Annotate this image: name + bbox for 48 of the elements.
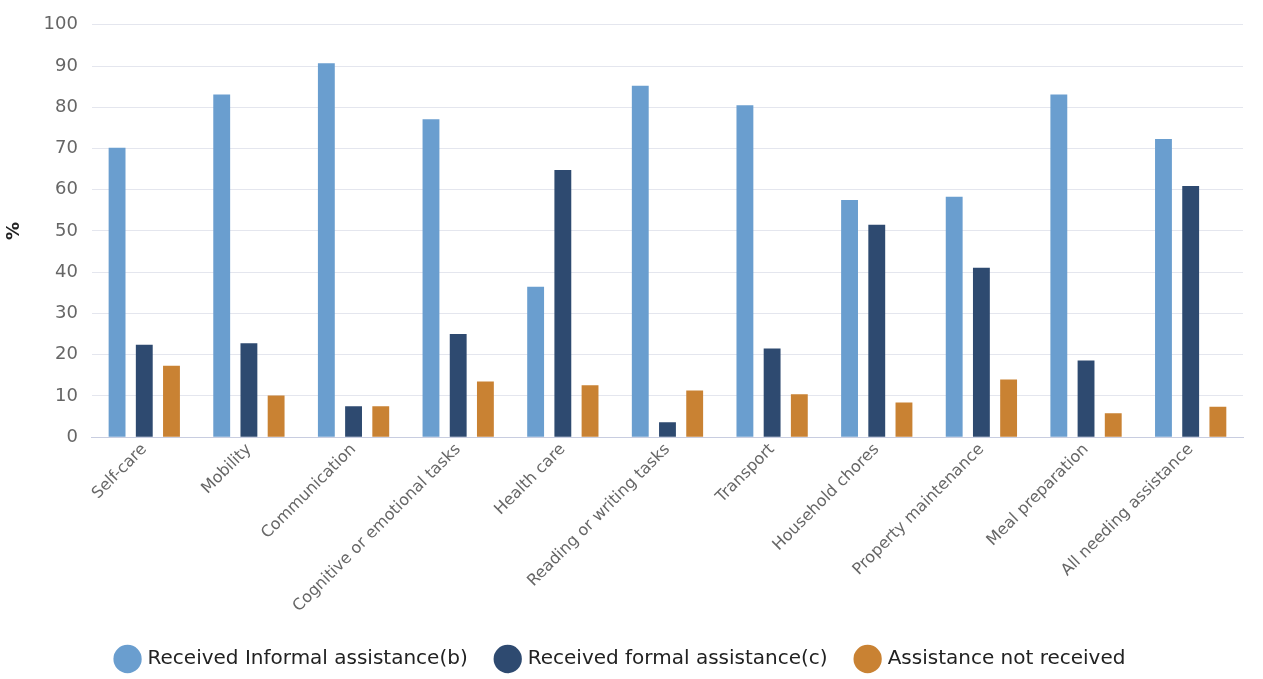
y-tick-label: 80	[55, 94, 78, 116]
bar	[1077, 360, 1095, 437]
legend-label: Assistance not received	[887, 645, 1126, 670]
y-tick-label: 100	[43, 12, 78, 34]
y-tick-label: 70	[55, 136, 78, 158]
y-tick-label: 90	[55, 53, 78, 75]
bar	[1182, 186, 1200, 437]
y-tick-label: 50	[55, 218, 78, 240]
bar	[527, 286, 545, 437]
legend-label: Received Informal assistance(b)	[147, 645, 468, 670]
y-tick-label: 40	[55, 259, 78, 281]
y-tick-label: 60	[55, 177, 78, 199]
bar	[449, 334, 467, 437]
y-tick-label: 10	[55, 383, 78, 405]
bar	[736, 105, 754, 437]
bar	[135, 344, 153, 437]
bar	[763, 348, 781, 437]
bar	[108, 147, 126, 437]
bar	[213, 94, 231, 437]
bar	[345, 406, 362, 437]
bar	[945, 196, 963, 437]
bar	[868, 224, 886, 437]
y-axis-title: %	[2, 221, 24, 240]
bar	[476, 381, 494, 437]
bar	[972, 267, 990, 437]
bar	[790, 394, 808, 437]
y-tick-label: 30	[55, 301, 78, 323]
bar	[1000, 379, 1018, 437]
bar	[554, 169, 572, 437]
bar	[581, 385, 599, 437]
bar	[422, 119, 440, 437]
bar	[1209, 406, 1227, 437]
bar	[1104, 413, 1122, 437]
bar	[841, 200, 858, 437]
bar	[659, 422, 676, 437]
bar	[372, 406, 390, 437]
legend-label: Received formal assistance(c)	[527, 645, 828, 670]
bar	[631, 85, 649, 437]
bar	[240, 343, 258, 437]
bar	[686, 390, 704, 437]
bar	[895, 402, 913, 437]
bar	[1155, 139, 1172, 437]
bar	[163, 365, 180, 437]
y-tick-label: 0	[66, 424, 78, 446]
bar	[267, 395, 285, 437]
y-tick-label: 20	[55, 342, 78, 364]
bar	[1050, 94, 1068, 437]
bar	[317, 63, 335, 437]
